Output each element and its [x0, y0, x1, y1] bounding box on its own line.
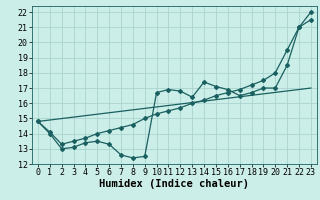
- X-axis label: Humidex (Indice chaleur): Humidex (Indice chaleur): [100, 179, 249, 189]
